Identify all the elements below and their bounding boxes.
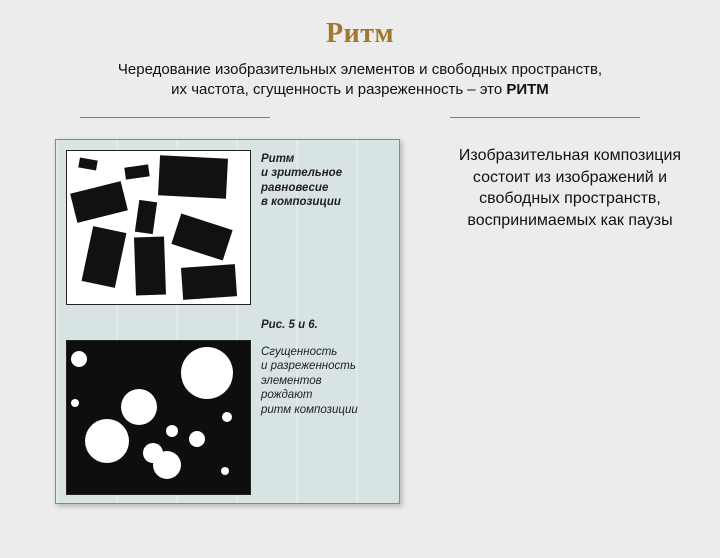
ornament-divider xyxy=(0,103,720,131)
panel-bottom xyxy=(66,340,251,495)
figure-caption-3: Сгущенностьи разреженностьэлементоврожда… xyxy=(261,345,391,417)
composition-circle xyxy=(181,347,233,399)
composition-circle xyxy=(153,451,181,479)
composition-rect xyxy=(134,236,166,295)
composition-rect xyxy=(158,155,228,199)
panel-top xyxy=(66,150,251,305)
subtitle: Чередование изобразительных элементов и … xyxy=(40,60,680,99)
page-title: Ритм xyxy=(0,18,720,50)
composition-circle xyxy=(189,431,205,447)
composition-circle xyxy=(222,412,232,422)
composition-circle xyxy=(121,389,157,425)
subtitle-bold: РИТМ xyxy=(506,81,548,98)
composition-circle xyxy=(85,419,129,463)
figure-caption-2: Рис. 5 и 6. xyxy=(261,318,391,332)
composition-circle xyxy=(71,351,87,367)
subtitle-line2: их частота, сгущенность и разреженность … xyxy=(171,81,506,98)
composition-rect xyxy=(70,181,128,223)
composition-rect xyxy=(82,226,127,288)
composition-rect xyxy=(78,158,97,171)
composition-circle xyxy=(221,467,229,475)
figure-scan: Ритми зрительноеравновесиев композиции Р… xyxy=(55,139,400,504)
composition-rect xyxy=(181,264,237,300)
composition-circle xyxy=(166,425,178,437)
subtitle-line1: Чередование изобразительных элементов и … xyxy=(118,61,602,78)
figure-caption-1: Ритми зрительноеравновесиев композиции xyxy=(261,152,391,210)
composition-rect xyxy=(135,200,157,234)
ornament-line-left xyxy=(80,117,270,118)
composition-rect xyxy=(124,164,149,179)
content-area: Ритми зрительноеравновесиев композиции Р… xyxy=(0,139,720,509)
side-paragraph: Изобразительная композиция состоит из из… xyxy=(455,145,685,231)
composition-circle xyxy=(71,399,79,407)
composition-rect xyxy=(171,213,232,260)
ornament-line-right xyxy=(450,117,640,118)
